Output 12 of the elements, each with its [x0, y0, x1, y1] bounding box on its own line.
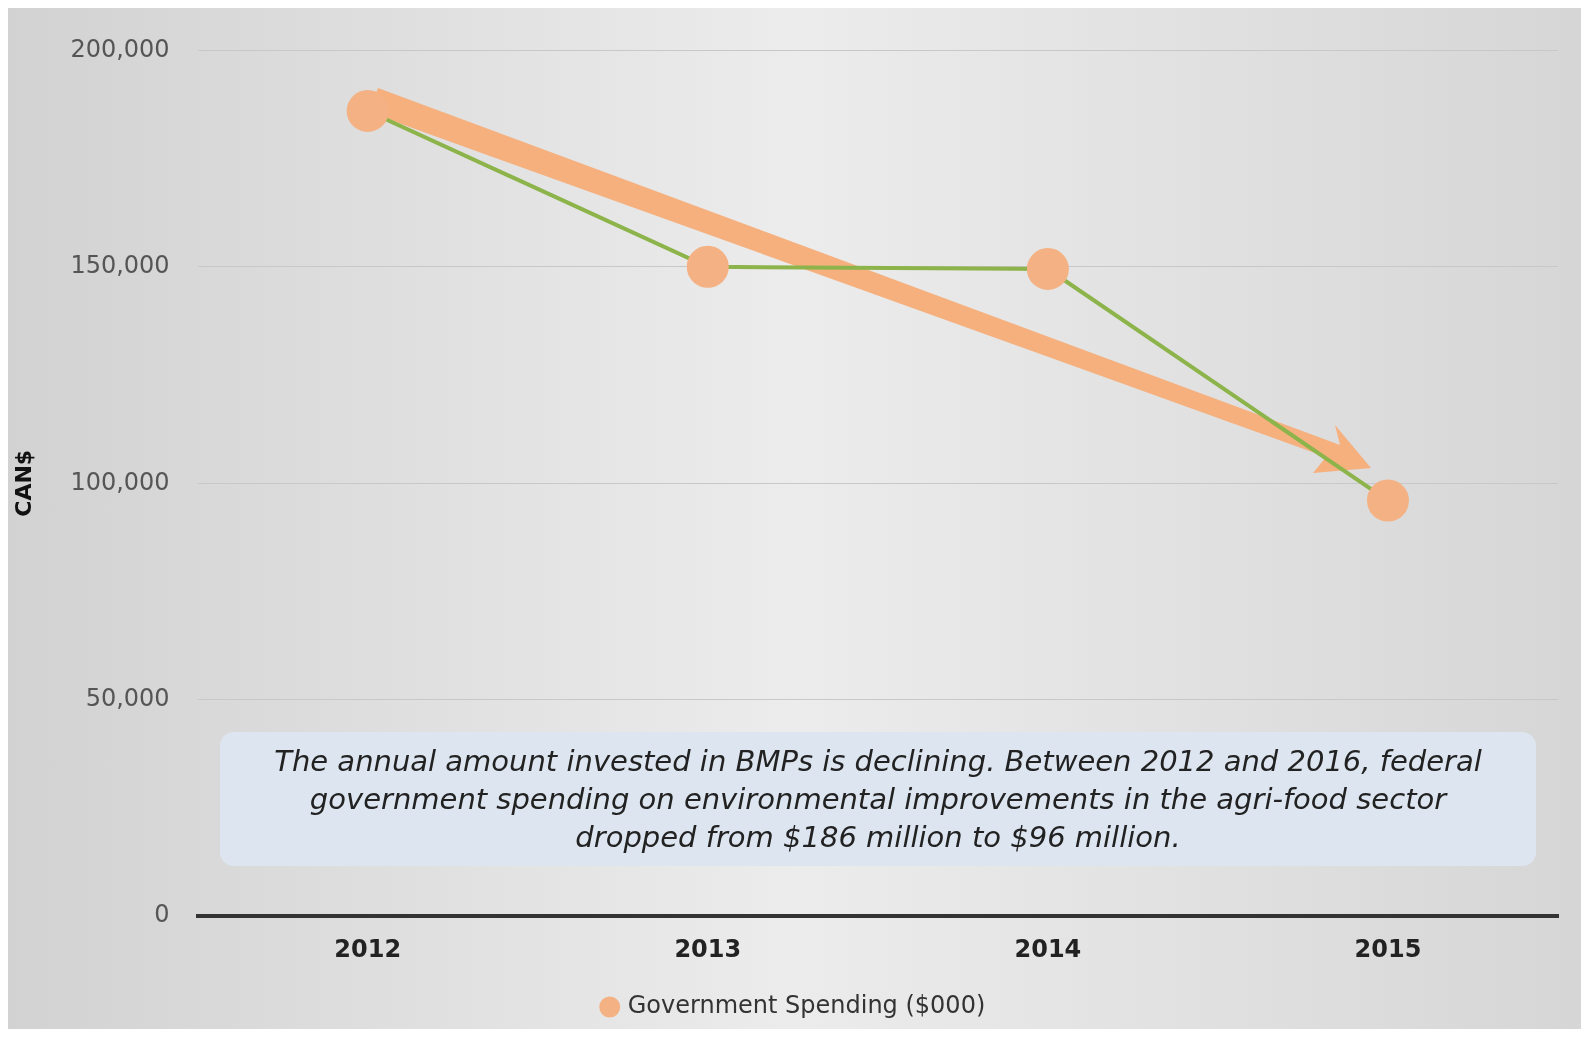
x-tick-label: 2014	[1014, 934, 1082, 963]
x-tick-label: 2015	[1354, 934, 1422, 963]
y-tick-label: 200,000	[70, 34, 170, 63]
y-axis-title: CAN$	[10, 449, 36, 517]
legend-label: Government Spending ($000)	[627, 991, 986, 1020]
y-tick-label: 0	[154, 900, 170, 929]
note-box: The annual amount invested in BMPs is declining. Between 2012 and 2016, federal government spending on environmental improvements in the agri-food sector dropped from $186 million to $96 million.	[220, 732, 1536, 866]
x-tick-label: 2013	[674, 934, 742, 963]
y-tick-label: 150,000	[70, 251, 170, 280]
x-tick-label: 2012	[334, 934, 402, 963]
y-tick-label: 50,000	[85, 683, 170, 712]
y-tick-label: 100,000	[70, 467, 170, 496]
